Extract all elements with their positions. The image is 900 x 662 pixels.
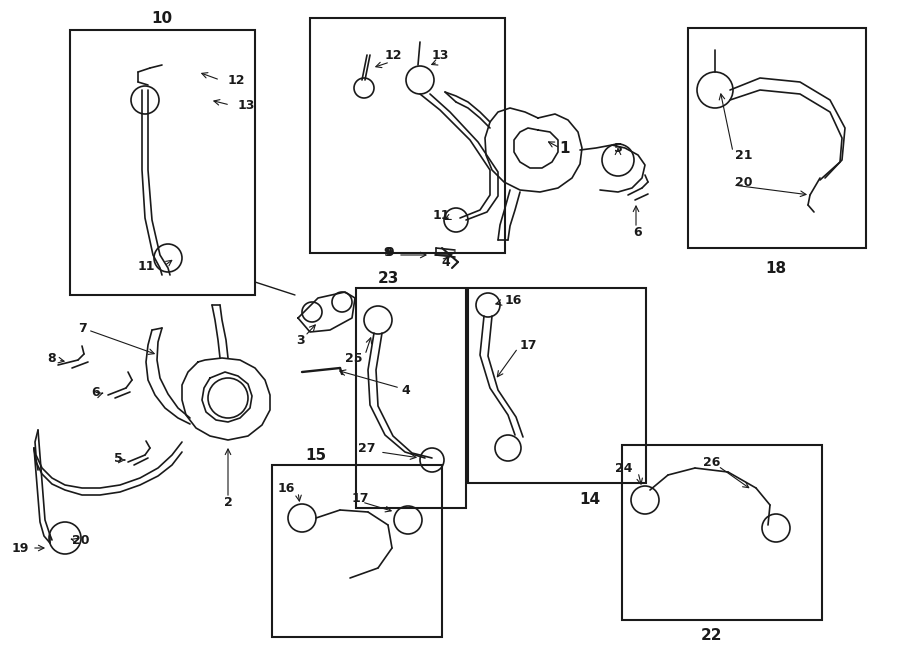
Text: 27: 27	[357, 442, 375, 455]
Text: 9: 9	[383, 246, 392, 258]
Text: 19: 19	[12, 542, 29, 555]
Bar	[70, 30, 255, 295]
Text: 16: 16	[505, 293, 522, 307]
Text: 11: 11	[433, 209, 450, 222]
Bar	[468, 288, 646, 483]
Bar	[310, 18, 505, 253]
Text: 26: 26	[703, 455, 721, 469]
Text: 3: 3	[296, 334, 304, 346]
Text: 20: 20	[72, 534, 89, 547]
Text: 24: 24	[616, 461, 633, 475]
Text: 12: 12	[384, 48, 401, 62]
Text: 14: 14	[580, 493, 600, 508]
Text: 21: 21	[735, 148, 752, 162]
Text: 22: 22	[701, 628, 723, 643]
Text: 9: 9	[386, 246, 394, 258]
Text: 20: 20	[735, 175, 752, 189]
Text: 13: 13	[431, 48, 449, 62]
Text: 6: 6	[92, 385, 100, 399]
Text: 4: 4	[401, 383, 410, 397]
Text: 12: 12	[228, 73, 246, 87]
Text: 6: 6	[634, 226, 643, 238]
Text: 5: 5	[113, 451, 122, 465]
Text: 4: 4	[441, 256, 450, 269]
Text: 23: 23	[377, 271, 399, 285]
Text: 11: 11	[138, 260, 155, 273]
Text: 17: 17	[520, 338, 537, 352]
Text: 5: 5	[614, 142, 623, 154]
Text: 1: 1	[560, 140, 571, 156]
Text: 17: 17	[351, 491, 369, 504]
Text: 8: 8	[48, 352, 57, 365]
Text: 10: 10	[151, 11, 173, 26]
Bar	[688, 28, 866, 248]
Bar	[622, 445, 822, 620]
Bar	[272, 465, 442, 637]
Text: 16: 16	[277, 481, 295, 495]
Text: 2: 2	[223, 495, 232, 508]
Text: 13: 13	[238, 99, 256, 111]
Text: 15: 15	[305, 448, 327, 463]
Text: 25: 25	[345, 352, 362, 365]
Text: 7: 7	[77, 322, 86, 334]
Text: 18: 18	[765, 261, 787, 275]
Bar	[356, 288, 466, 508]
